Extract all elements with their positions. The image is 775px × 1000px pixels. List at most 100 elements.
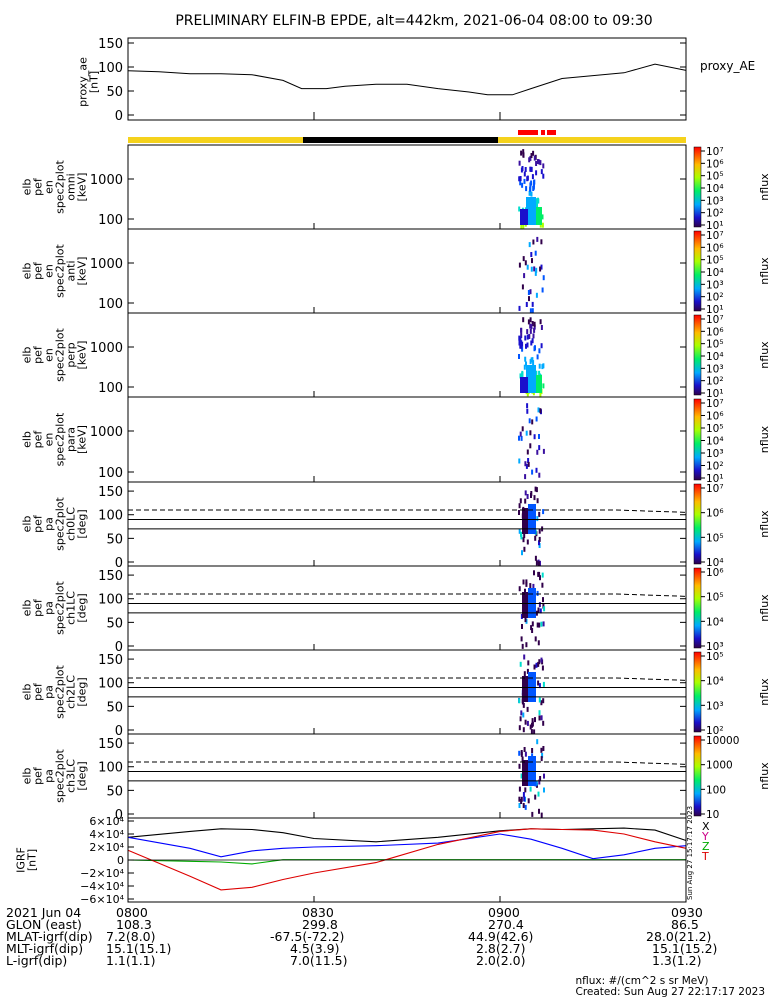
- y-tick-label: 50: [106, 616, 123, 631]
- spectrogram-cell: [539, 575, 541, 581]
- colorbar-label: nflux: [758, 510, 771, 538]
- spectrogram-cell: [521, 346, 524, 352]
- spectrogram-cell: [525, 430, 528, 436]
- proxy-ae-line: [127, 63, 687, 96]
- y-tick-label: 50: [106, 784, 123, 799]
- loss-cone-dashed-line: [128, 509, 687, 513]
- footer-value: 0830: [302, 905, 334, 920]
- spectrogram-cell: [518, 763, 521, 769]
- spectrogram-cell: [518, 786, 521, 792]
- colorbar: [693, 651, 702, 733]
- spectrogram-cell: [540, 657, 543, 663]
- y-axis-label-line: elb: [21, 179, 34, 196]
- spectrogram-cell: [534, 555, 537, 561]
- y-axis-label-line: [deg]: [76, 677, 89, 706]
- colorbar-label: nflux: [758, 425, 771, 453]
- colorbar-tick-label: 10²: [706, 376, 724, 388]
- spectrogram-cell: [538, 710, 541, 716]
- y-axis-label-line: spec2plot: [54, 497, 67, 551]
- spectrogram-cell: [531, 338, 534, 344]
- spectrogram-cell: [524, 719, 527, 725]
- spectrogram-cell: [520, 224, 523, 230]
- spectrogram-cell: [522, 676, 528, 702]
- footer-value: 44.9(42.6): [468, 929, 534, 944]
- spectrogram-cell: [541, 753, 544, 758]
- colorbar-tick-label: 10²: [706, 461, 724, 473]
- spectrogram-cell: [519, 716, 522, 722]
- y-tick-label: 100: [98, 297, 123, 312]
- spectrogram-cell: [533, 327, 536, 333]
- footer-value: 1.3(1.2): [652, 953, 702, 968]
- y-axis-label-line: spec2plot: [54, 665, 67, 719]
- spectrogram-cell: [542, 163, 545, 169]
- y-axis-label-line: elb: [21, 347, 34, 364]
- y-axis-label-line: elb: [21, 431, 34, 448]
- spectrogram-cell: [531, 308, 534, 314]
- spectrogram-cell: [526, 334, 529, 340]
- y-tick-label: 100: [98, 381, 123, 396]
- colorbar-label: nflux: [758, 173, 771, 201]
- y-axis-label-line: IGRF: [15, 847, 28, 873]
- spectrogram-cell: [526, 342, 529, 348]
- spectrogram-cell: [538, 370, 541, 376]
- y-axis-label-line: spec2plot: [54, 412, 67, 466]
- spectrogram-cell: [540, 715, 543, 721]
- spectrogram-cell: [518, 803, 521, 808]
- colorbar-label: nflux: [758, 762, 771, 790]
- y-tick-label: 0: [115, 556, 123, 571]
- y-axis-label-line: pef: [32, 261, 45, 280]
- y-axis-label-line: [keV]: [76, 425, 89, 454]
- colorbar-tick-label: 10⁴: [706, 557, 724, 569]
- spectrogram-cell: [518, 160, 521, 166]
- y-axis-label-line: en: [43, 180, 56, 194]
- y-tick-label: 150: [98, 485, 123, 500]
- footer-value: 4.5(3.9): [290, 941, 340, 956]
- spectrogram-cell: [541, 665, 544, 671]
- spectrogram-cell: [526, 408, 529, 414]
- spectrogram-cell: [522, 256, 525, 262]
- spectrogram-cell: [518, 586, 521, 592]
- colorbar-label: nflux: [758, 594, 771, 622]
- science-zone-bar: [541, 130, 545, 135]
- spectrogram-cell: [538, 540, 540, 546]
- spectrogram-cell: [531, 469, 534, 475]
- spectrogram-cell: [521, 756, 524, 762]
- spectrogram-cell: [520, 333, 523, 338]
- spectrogram-cell: [528, 418, 531, 424]
- spectrogram-cell: [540, 756, 543, 762]
- spectrogram-cell: [536, 498, 539, 504]
- spectrogram-cell: [538, 348, 541, 354]
- footer-value: 15.1(15.1): [106, 941, 172, 956]
- y-axis-label-line: elb: [21, 684, 34, 701]
- spectrogram-cell: [518, 176, 521, 182]
- spectrogram-cell: [530, 340, 533, 346]
- spectrogram-cell: [540, 169, 543, 175]
- footer-row: GLON (east) 108.3 299.8 270.4 86.5: [6, 918, 699, 931]
- colorbar-tick-label: 10⁴: [706, 183, 724, 195]
- spectrogram-cell: [539, 392, 542, 398]
- footer-value: 0800: [116, 905, 148, 920]
- spectrogram-cell: [539, 608, 542, 614]
- spectrogram-cell: [520, 435, 523, 441]
- spectrogram-cell: [529, 430, 532, 436]
- spectrogram-cell: [538, 445, 541, 451]
- spectrogram-cell: [531, 258, 533, 264]
- colorbar-tick-label: 10¹: [706, 388, 724, 400]
- spectrogram-cell: [538, 571, 541, 577]
- spectrogram-cell: [521, 370, 524, 376]
- spectrogram-cell: [529, 583, 532, 589]
- y-axis-label-line: pef: [32, 345, 45, 364]
- spectrogram-cell: [522, 760, 528, 786]
- spectrogram-cell: [521, 182, 524, 188]
- spectrogram-cell: [526, 403, 529, 409]
- y-axis-label-line: ch3LC: [65, 759, 78, 793]
- y-tick-label: 1000: [90, 257, 123, 272]
- spectrogram-cell: [524, 490, 527, 496]
- igrf-line-t: [127, 828, 687, 891]
- spectrogram-cell: [530, 191, 533, 197]
- spectrogram-cell: [523, 796, 526, 802]
- spectrogram-cell: [536, 202, 538, 207]
- spectrogram-cell: [526, 494, 529, 499]
- spectrogram-cell: [538, 543, 541, 548]
